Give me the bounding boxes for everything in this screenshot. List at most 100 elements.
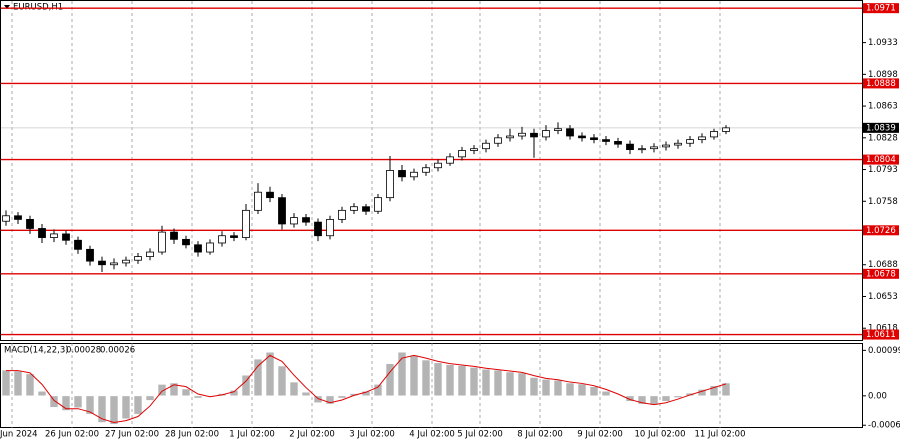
candle-body bbox=[566, 128, 574, 137]
candle-body bbox=[482, 142, 490, 150]
candle-body bbox=[350, 206, 358, 211]
macd-title: MACD(14,22,3) bbox=[4, 346, 69, 356]
candle-body bbox=[494, 137, 502, 144]
candle-body bbox=[50, 233, 58, 238]
candle-body bbox=[110, 262, 118, 266]
candle-body bbox=[674, 142, 682, 146]
candle-body bbox=[74, 239, 82, 250]
candle-body bbox=[38, 228, 46, 238]
macd-bar bbox=[241, 374, 251, 397]
macd-pane-frame bbox=[0, 343, 863, 428]
y-tick-label: 1.0758 bbox=[868, 197, 898, 207]
macd-bar bbox=[193, 395, 203, 399]
macd-bar bbox=[709, 385, 719, 397]
macd-bar bbox=[481, 368, 491, 397]
macd-bar bbox=[121, 395, 131, 420]
level-label-bg bbox=[863, 329, 899, 340]
macd-bar bbox=[1, 369, 11, 397]
macd-bar bbox=[445, 364, 455, 397]
candle-body bbox=[14, 215, 22, 220]
y-tick-label: 0.00099 bbox=[868, 346, 900, 356]
level-label: 1.0971 bbox=[866, 4, 896, 14]
x-tick-label: 10 Jul 02:00 bbox=[635, 430, 686, 440]
candle-body bbox=[614, 141, 622, 145]
macd-bar bbox=[85, 395, 95, 415]
candle-body bbox=[206, 242, 214, 253]
candle-body bbox=[194, 244, 202, 253]
level-label: 1.0726 bbox=[866, 226, 896, 236]
candle-body bbox=[650, 146, 658, 150]
macd-bar bbox=[601, 390, 611, 397]
candle-body bbox=[218, 235, 226, 244]
candle-body bbox=[458, 150, 466, 158]
current-price-label: 1.0839 bbox=[866, 123, 896, 133]
y-tick-label: 1.0828 bbox=[868, 133, 898, 143]
menu-arrow[interactable] bbox=[4, 5, 10, 9]
macd-bar bbox=[181, 388, 191, 397]
level-label: 1.0804 bbox=[866, 155, 896, 165]
macd-bar bbox=[529, 377, 539, 397]
macd-bar bbox=[169, 382, 179, 397]
macd-bar bbox=[61, 395, 71, 411]
candle-body bbox=[506, 135, 514, 139]
candle-body bbox=[542, 130, 550, 138]
candle-body bbox=[710, 131, 718, 138]
candle-body bbox=[266, 191, 274, 199]
macd-bar bbox=[625, 395, 635, 402]
macd-bar bbox=[553, 379, 563, 397]
candle-body bbox=[578, 135, 586, 139]
macd-bar bbox=[301, 391, 311, 397]
candle-body bbox=[338, 209, 346, 220]
candle-body bbox=[374, 197, 382, 212]
macd-bar bbox=[589, 386, 599, 397]
macd-bar bbox=[97, 395, 107, 423]
macd-bar bbox=[721, 382, 731, 397]
y-tick-label: 1.0793 bbox=[868, 165, 898, 175]
macd-bar bbox=[277, 365, 287, 397]
y-tick-label: 1.0653 bbox=[868, 292, 898, 302]
macd-bar bbox=[265, 351, 275, 397]
x-tick-label: 3 Jul 02:00 bbox=[349, 430, 395, 440]
candle-body bbox=[362, 206, 370, 212]
macd-bar bbox=[409, 355, 419, 397]
x-tick-label: 27 Jun 02:00 bbox=[105, 430, 159, 440]
candle-body bbox=[638, 148, 646, 151]
candle-body bbox=[386, 170, 394, 199]
macd-bar bbox=[373, 384, 383, 397]
level-label: 1.0888 bbox=[866, 79, 896, 89]
candle-body bbox=[662, 144, 670, 148]
signal-line bbox=[6, 354, 727, 423]
candle-body bbox=[722, 127, 730, 132]
candle-body bbox=[2, 215, 10, 222]
candle-body bbox=[434, 162, 442, 169]
y-tick-label: -0.00064 bbox=[868, 421, 900, 431]
candle-body bbox=[278, 197, 286, 225]
level-label-bg bbox=[863, 78, 899, 89]
level-label-bg bbox=[863, 268, 899, 279]
candle-body bbox=[26, 219, 34, 229]
candle-body bbox=[230, 235, 238, 238]
candle-body bbox=[686, 139, 694, 144]
y-tick-label: 1.0863 bbox=[868, 102, 898, 112]
x-tick-label: 28 Jun 02:00 bbox=[165, 430, 219, 440]
candle-body bbox=[134, 256, 142, 261]
candle-body bbox=[398, 170, 406, 178]
x-tick-label: 25 Jun 2024 bbox=[0, 430, 38, 440]
level-label: 1.0678 bbox=[866, 269, 896, 279]
candle-body bbox=[590, 137, 598, 141]
level-label-bg bbox=[863, 3, 899, 14]
y-tick-label: 1.0688 bbox=[868, 260, 898, 270]
candle-body bbox=[422, 167, 430, 173]
candle-body bbox=[242, 209, 250, 238]
macd-bar bbox=[433, 362, 443, 397]
candle-body bbox=[518, 132, 526, 137]
x-tick-label: 1 Jul 02:00 bbox=[229, 430, 275, 440]
x-tick-label: 8 Jul 02:00 bbox=[517, 430, 563, 440]
candle-body bbox=[554, 128, 562, 131]
macd-bar bbox=[637, 395, 647, 405]
candle-body bbox=[302, 217, 310, 223]
macd-bar bbox=[565, 382, 575, 397]
macd-bar bbox=[253, 358, 263, 397]
macd-bar bbox=[73, 395, 83, 409]
